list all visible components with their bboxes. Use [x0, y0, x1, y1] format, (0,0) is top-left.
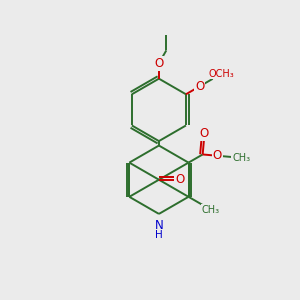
Text: N: N	[154, 219, 163, 232]
Text: CH₃: CH₃	[232, 153, 250, 163]
Text: O: O	[213, 149, 222, 162]
Text: H: H	[155, 230, 163, 240]
Text: O: O	[195, 80, 205, 93]
Text: CH₃: CH₃	[202, 205, 220, 215]
Text: O: O	[154, 57, 164, 70]
Text: OCH₃: OCH₃	[209, 69, 235, 79]
Text: O: O	[176, 173, 185, 186]
Text: O: O	[200, 127, 209, 140]
